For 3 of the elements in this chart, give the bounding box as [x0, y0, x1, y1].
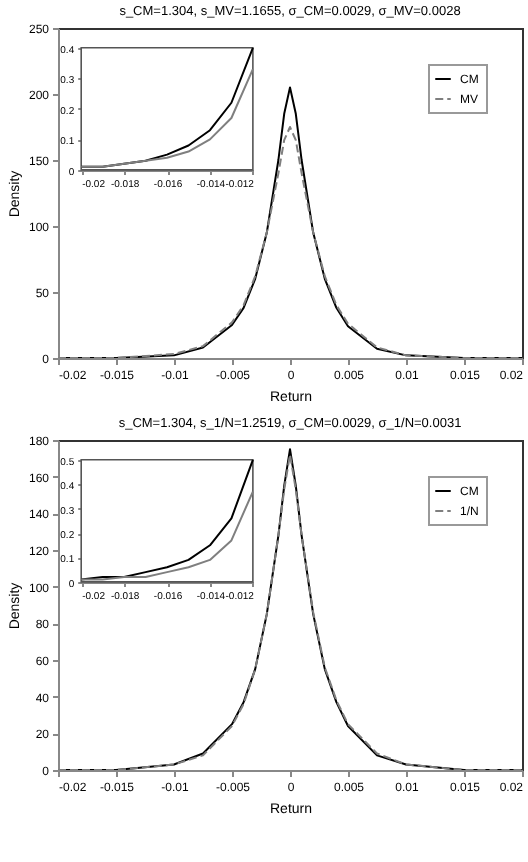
line-series: [80, 68, 254, 168]
line-series: [80, 490, 254, 581]
line-series: [80, 458, 254, 581]
